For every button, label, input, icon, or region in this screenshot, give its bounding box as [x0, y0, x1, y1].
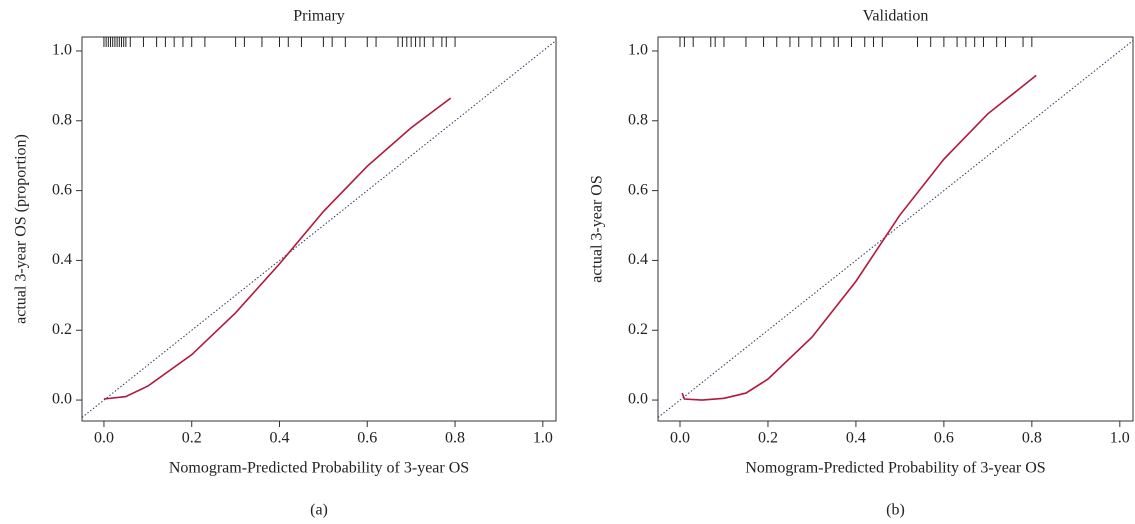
x-tick-label: 0.2: [182, 430, 202, 447]
x-tick-label: 0.8: [445, 430, 465, 447]
y-tick-label: 0.8: [52, 111, 72, 128]
y-tick-label: 1.0: [52, 42, 72, 59]
plot-frame: [81, 36, 557, 422]
x-tick-label: 0.6: [357, 430, 377, 447]
x-tick-label: 0.0: [670, 430, 690, 447]
x-tick-label: 0.4: [270, 430, 290, 447]
x-tick-label: 0.8: [1022, 430, 1042, 447]
x-tick-label: 1.0: [533, 430, 553, 447]
y-tick-label: 0.2: [52, 321, 72, 338]
y-tick-label: 0.0: [52, 391, 72, 408]
y-axis-label: actual 3-year OS (proportion): [13, 134, 30, 324]
chart-title: Validation: [863, 8, 929, 25]
x-tick-label: 0.6: [934, 430, 954, 447]
x-tick-label: 0.0: [94, 430, 114, 447]
reference-line: [657, 40, 1134, 418]
y-axis-label: actual 3-year OS: [589, 175, 606, 283]
chart-title: Primary: [293, 8, 345, 25]
x-tick-label: 0.4: [846, 430, 866, 447]
x-axis-label: Nomogram-Predicted Probability of 3-year…: [169, 460, 469, 477]
caption: (a): [310, 502, 328, 519]
y-tick-label: 0.6: [628, 181, 648, 198]
x-axis-label: Nomogram-Predicted Probability of 3-year…: [745, 460, 1045, 477]
y-tick-label: 0.4: [52, 251, 72, 268]
y-tick-label: 0.4: [628, 251, 648, 268]
y-tick-label: 0.0: [628, 391, 648, 408]
y-tick-label: 0.2: [628, 321, 648, 338]
plot-frame: [657, 36, 1134, 422]
x-tick-label: 0.2: [758, 430, 778, 447]
y-tick-label: 0.8: [628, 111, 648, 128]
x-tick-label: 1.0: [1110, 430, 1130, 447]
calibration-curve: [103, 97, 452, 400]
reference-line: [81, 40, 557, 418]
y-tick-label: 1.0: [628, 42, 648, 59]
calibration-curve: [681, 74, 1037, 401]
y-tick-label: 0.6: [52, 181, 72, 198]
caption: (b): [886, 502, 905, 519]
